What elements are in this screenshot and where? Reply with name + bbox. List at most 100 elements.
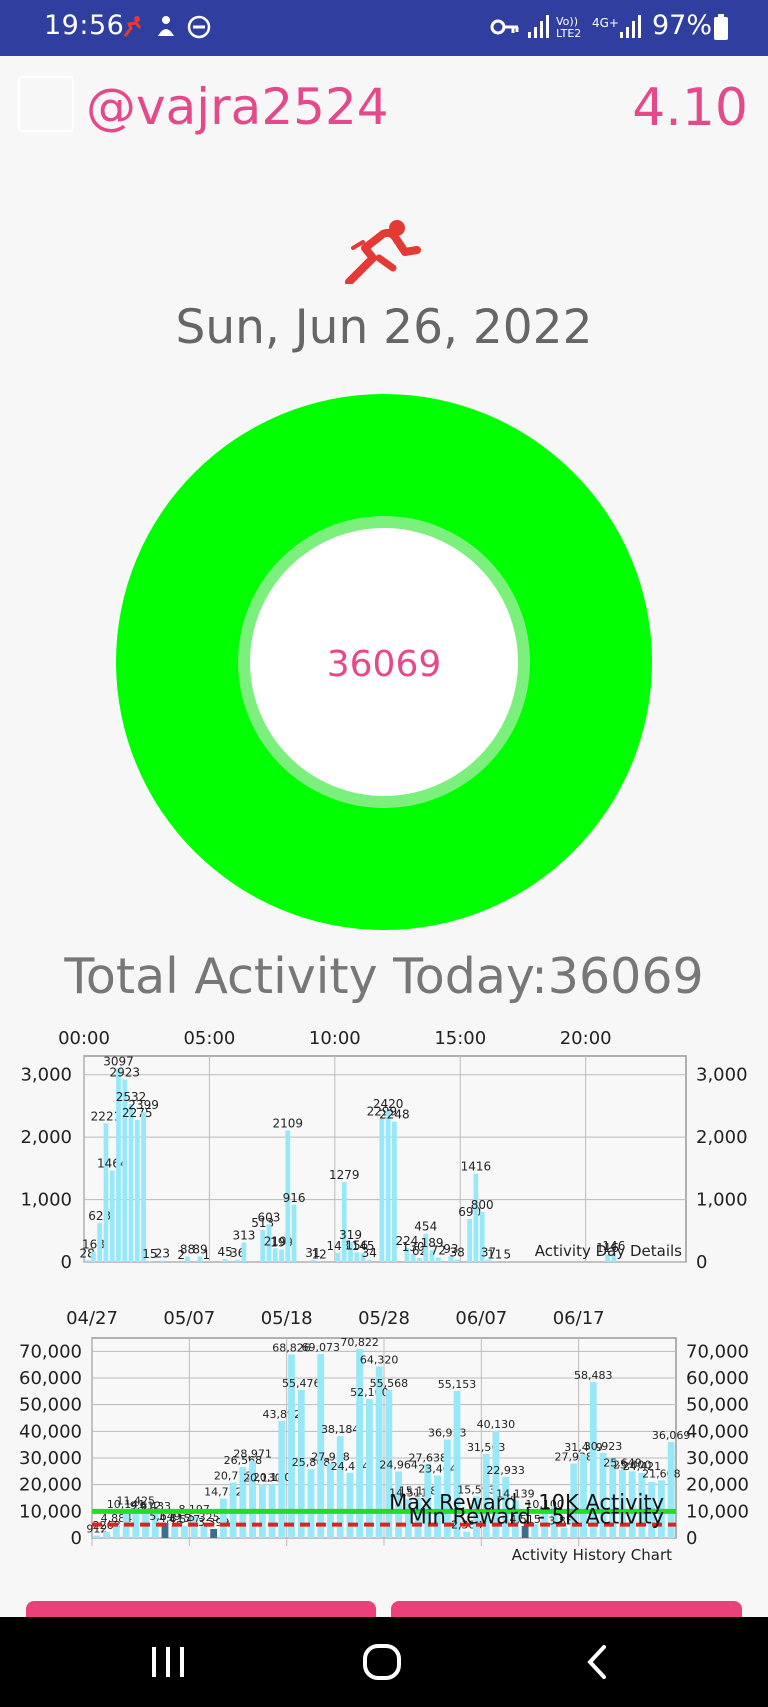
bar-value-label: 24,421: [623, 1460, 662, 1473]
bar: [297, 1390, 305, 1538]
bar: [291, 1204, 297, 1262]
bar-value-label: 34: [362, 1246, 377, 1260]
activity-ring: 36069: [116, 394, 652, 930]
bar: [141, 1112, 146, 1262]
bar-value-label: 88: [180, 1243, 195, 1257]
back-icon[interactable]: [584, 1643, 610, 1681]
bar: [210, 1528, 218, 1538]
signal-icon-2: [620, 15, 641, 38]
bar: [404, 1499, 412, 1538]
bar: [443, 1439, 451, 1538]
bar: [560, 1527, 568, 1538]
bar: [249, 1460, 257, 1538]
y-tick-label-right: 0: [686, 1528, 697, 1549]
bar: [112, 1524, 120, 1538]
bar-value-label: 38,184: [321, 1423, 360, 1436]
home-icon[interactable]: [362, 1643, 402, 1681]
bar-value-label: 55,568: [370, 1377, 409, 1390]
y-tick-label-right: 40,000: [686, 1421, 749, 1442]
bar-value-label: 14,139: [496, 1487, 535, 1500]
y-tick-label-left: 50,000: [19, 1395, 82, 1416]
bar: [366, 1259, 372, 1262]
battery-icon: [714, 14, 728, 40]
bar: [429, 1250, 435, 1262]
y-tick-label-right: 70,000: [686, 1341, 749, 1362]
bar: [511, 1500, 519, 1538]
bar-value-label: 58,483: [574, 1369, 613, 1382]
bar-value-label: 5,325: [188, 1511, 220, 1524]
bar-value-label: 1279: [329, 1168, 360, 1182]
bar-value-label: 28: [79, 1246, 94, 1260]
bar: [638, 1472, 646, 1538]
bar-value-label: 2399: [128, 1098, 159, 1112]
x-tick-label: 00:00: [58, 1028, 110, 1049]
bar-value-label: 36: [230, 1246, 245, 1260]
bar: [473, 1496, 480, 1538]
bar: [235, 1259, 241, 1262]
bar-value-label: 2221: [91, 1109, 122, 1123]
bar-value-label: 20,130: [243, 1471, 282, 1484]
bar-value-label: 15: [142, 1247, 157, 1261]
bar: [417, 1258, 422, 1262]
profile-header: @vajra2524 4.10: [0, 56, 768, 166]
runner-icon: [123, 16, 142, 37]
username: @vajra2524: [86, 78, 389, 136]
bar-value-label: 62: [412, 1244, 427, 1258]
bar: [375, 1366, 383, 1538]
battery-percent: 97%: [651, 10, 712, 41]
bar: [346, 1472, 354, 1538]
bar: [91, 1251, 96, 1262]
y-tick-label-right: 50,000: [686, 1395, 749, 1416]
bar-value-label: 27,638: [409, 1451, 448, 1464]
bar-value-label: 21,608: [642, 1467, 681, 1480]
action-button-right[interactable]: [391, 1601, 742, 1619]
bar: [190, 1516, 198, 1538]
bar: [335, 1253, 341, 1262]
person-icon: [158, 16, 174, 36]
action-button-left[interactable]: [26, 1601, 376, 1619]
bar-value-label: 14,511: [389, 1486, 428, 1499]
bar-value-label: 24,414: [331, 1460, 370, 1473]
bar: [550, 1506, 558, 1538]
y-tick-label-right: 30,000: [686, 1448, 749, 1469]
bar: [605, 1254, 610, 1262]
bar: [307, 1469, 315, 1538]
bar: [122, 1079, 128, 1262]
bar: [424, 1464, 432, 1538]
bar-value-label: 2420: [373, 1097, 404, 1111]
avatar[interactable]: [18, 76, 74, 132]
bar: [434, 1475, 441, 1538]
y-tick-label-right: 3,000: [696, 1065, 748, 1086]
bar: [580, 1454, 587, 1538]
bar-value-label: 912: [86, 1523, 107, 1536]
signal-icon: [528, 15, 549, 38]
bar: [570, 1463, 578, 1538]
bar-value-label: 38: [449, 1246, 464, 1260]
bar: [365, 1399, 373, 1538]
bar: [379, 1118, 385, 1262]
bar-value-label: 31: [305, 1246, 320, 1260]
bar-value-label: 2532: [116, 1090, 147, 1104]
bar-value-label: 40,130: [477, 1418, 516, 1431]
bar-value-label: 916: [283, 1191, 306, 1205]
bar: [185, 1256, 190, 1262]
bar: [599, 1452, 607, 1538]
bar: [316, 1261, 322, 1262]
bar: [151, 1512, 159, 1538]
bar-value-label: 24,964: [379, 1458, 418, 1471]
bar: [288, 1354, 295, 1538]
bar-value-label: 55,476: [282, 1377, 321, 1390]
ring-center: [250, 528, 518, 796]
reward-score: 4.10: [632, 78, 748, 138]
x-tick-label: 05/07: [163, 1308, 215, 1329]
x-tick-label: 05/28: [358, 1308, 410, 1329]
chart-annotation: Activity Day Details: [535, 1242, 682, 1260]
y-tick-label-left: 60,000: [19, 1368, 82, 1389]
bar: [435, 1257, 441, 1262]
bar: [463, 1531, 471, 1538]
x-tick-label: 06/17: [553, 1308, 605, 1329]
bar-value-label: 36,933: [428, 1427, 467, 1440]
activity-history-chart: 0 0 10,000 10,000 20,000 20,000 30,000 30,000 40…: [19, 1308, 749, 1564]
bar: [109, 1170, 115, 1262]
recent-apps-icon[interactable]: [150, 1645, 186, 1679]
